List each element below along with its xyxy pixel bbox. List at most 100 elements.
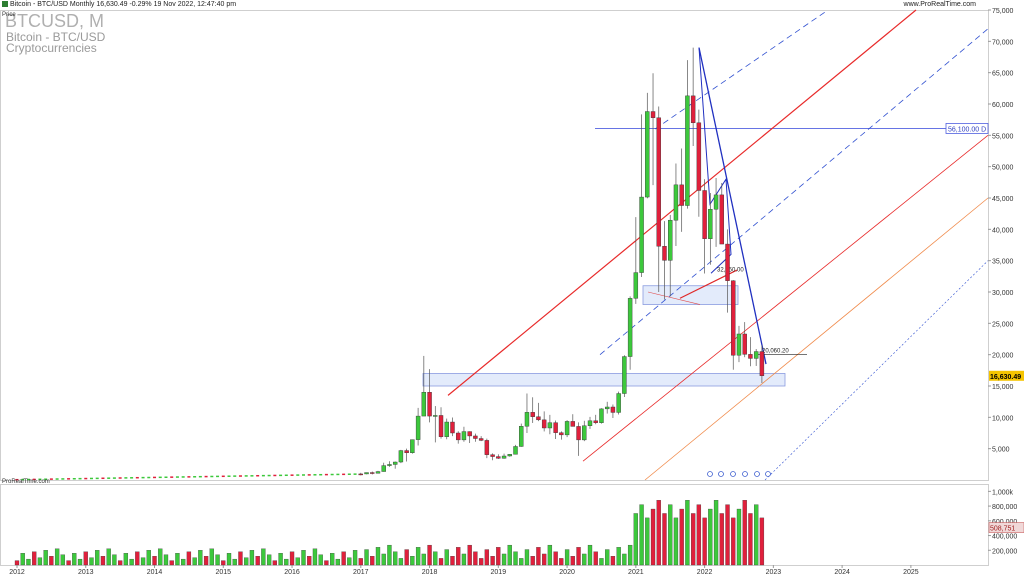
- volume-bar: [576, 547, 581, 566]
- candle-body: [415, 415, 421, 440]
- annotation-32950: 32,950.00: [717, 268, 744, 274]
- price-axis-tick-label: 20,000: [992, 353, 1014, 360]
- volume-bar: [221, 560, 226, 566]
- early-candle: [353, 473, 357, 475]
- volume-bar: [547, 544, 553, 566]
- volume-bar: [49, 556, 54, 566]
- price-axis-tick-label: 60,000: [992, 102, 1014, 109]
- candle-body: [696, 122, 702, 191]
- volume-bar: [77, 558, 83, 566]
- site-url[interactable]: www.ProRealTime.com: [903, 1, 976, 8]
- early-candle: [210, 475, 214, 478]
- volume-bar: [370, 556, 375, 566]
- early-candle: [95, 477, 99, 480]
- candle-body: [541, 419, 547, 429]
- early-candle: [296, 474, 300, 476]
- volume-bar: [742, 500, 747, 566]
- volume-bar: [43, 550, 48, 566]
- instrument-title-line: Bitcoin - BTC/USD Monthly 16,630.49 -0.2…: [10, 1, 237, 8]
- volume-bar: [117, 560, 123, 566]
- candle-body: [536, 416, 541, 421]
- volume-bar: [433, 551, 438, 566]
- volume-bar: [123, 553, 129, 566]
- candle-body: [576, 426, 581, 441]
- time-axis-tick-label: 2025: [903, 569, 919, 576]
- volume-bar: [679, 508, 684, 566]
- horizontal-level-label: 56,100.00 D: [948, 126, 986, 133]
- orange-trendline-lower: [644, 197, 989, 481]
- candle-body: [685, 95, 690, 206]
- early-candle: [72, 477, 76, 480]
- volume-bar: [324, 560, 329, 566]
- candle-body: [519, 426, 524, 447]
- last-price-label: 16,630.49: [990, 374, 1021, 381]
- volume-bar: [754, 504, 759, 566]
- blue-channel-middle: [599, 28, 989, 355]
- early-candle: [227, 475, 231, 477]
- early-candle: [233, 475, 237, 477]
- time-axis-tick-label: 2014: [147, 569, 163, 576]
- early-candle: [204, 475, 208, 478]
- volume-bar: [129, 558, 134, 566]
- volume-bar: [668, 504, 673, 566]
- candle-body: [387, 464, 392, 466]
- price-axis-tick-label: 50,000: [992, 165, 1014, 172]
- early-candle: [216, 475, 220, 478]
- candle-body: [759, 351, 765, 376]
- early-candle: [187, 476, 191, 478]
- volume-bar: [106, 548, 111, 566]
- last-price-tag: [989, 370, 1024, 381]
- volume-bar: [513, 551, 518, 566]
- volume-bar: [203, 556, 209, 566]
- volume-bar: [301, 550, 306, 566]
- volume-bar: [289, 551, 295, 566]
- volume-bar: [249, 550, 255, 566]
- early-candle: [38, 478, 42, 481]
- candle-body: [690, 95, 696, 123]
- volume-bar: [312, 548, 318, 566]
- zone-connector: [647, 291, 701, 305]
- volume-bar: [175, 553, 180, 566]
- candle-body: [719, 194, 724, 245]
- early-candle: [324, 473, 328, 476]
- volume-bar: [444, 549, 449, 566]
- volume-bar: [570, 556, 575, 566]
- volume-bar: [32, 551, 37, 566]
- volume-bar: [198, 550, 203, 566]
- price-axis-tick-label: 10,000: [992, 415, 1014, 422]
- volume-bar: [708, 508, 713, 566]
- volume-bar: [272, 560, 278, 566]
- volume-bar: [633, 513, 638, 566]
- candle-body: [478, 438, 484, 441]
- time-axis-tick-label: 2015: [215, 569, 231, 576]
- candle-body: [616, 393, 621, 413]
- volume-bar: [450, 556, 455, 566]
- volume-bar: [461, 553, 467, 566]
- volume-bar: [501, 553, 507, 566]
- volume-bar: [112, 554, 117, 566]
- volume-bar: [335, 558, 341, 566]
- volume-bar: [759, 517, 765, 566]
- time-axis-tick-label: 2018: [422, 569, 438, 576]
- volume-bar: [255, 556, 260, 566]
- volume-bar: [610, 556, 616, 566]
- volume-bar: [37, 557, 43, 566]
- early-candle: [78, 477, 82, 480]
- volume-bar: [186, 551, 192, 566]
- volume-bar: [307, 556, 312, 566]
- volume-bar: [564, 549, 570, 566]
- volume-bar: [427, 544, 432, 566]
- volume-bar: [456, 547, 461, 566]
- volume-bar: [410, 556, 415, 566]
- candle-body: [656, 117, 661, 247]
- early-candle: [261, 474, 265, 477]
- volume-axis-tick-label: 800,000: [992, 504, 1017, 511]
- volume-bar: [398, 558, 404, 566]
- resistance-zone: [642, 285, 739, 305]
- volume-bar: [404, 549, 409, 566]
- volume-bar: [519, 558, 524, 566]
- candle-body: [450, 421, 455, 434]
- volume-bar: [352, 550, 358, 566]
- volume-bar: [616, 547, 621, 566]
